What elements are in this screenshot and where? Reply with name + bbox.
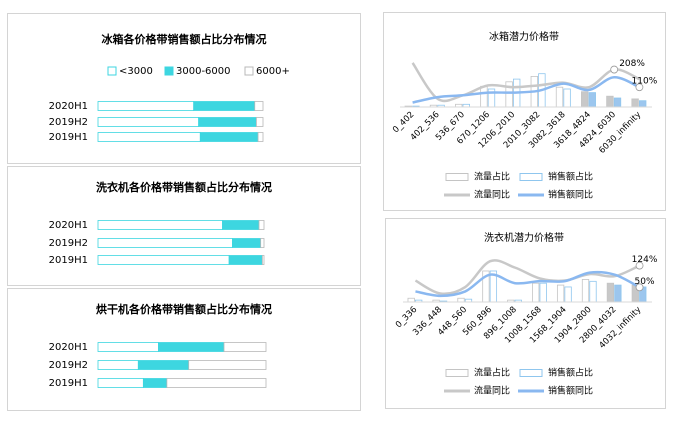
- y-tick-label: 2020H1: [49, 342, 88, 353]
- point-marker: [635, 83, 644, 92]
- point-marker: [635, 283, 644, 292]
- y-tick-label: 2019H1: [49, 132, 88, 143]
- line: [415, 270, 641, 298]
- bar: [589, 280, 597, 303]
- bar: [564, 286, 572, 303]
- legend-label: 销售额占比: [548, 367, 593, 379]
- data-label: 208%: [619, 59, 645, 69]
- bar-segment: [97, 132, 201, 142]
- chart-title: 洗衣机各价格带销售额占比分布情况: [96, 180, 272, 194]
- bar-segment: [258, 220, 265, 230]
- line: [412, 76, 640, 104]
- y-tick-label: 2019H2: [49, 238, 88, 249]
- line: [411, 62, 640, 103]
- bar: [631, 98, 639, 108]
- bar-segment: [137, 360, 190, 370]
- chart-title: 烘干机各价格带销售额占比分布情况: [96, 302, 272, 316]
- bar-segment: [223, 342, 267, 352]
- legend-label: 流量占比: [474, 367, 510, 379]
- legend-swatch: [107, 66, 117, 76]
- bar-segment: [97, 360, 139, 370]
- legend-label: 6000+: [256, 66, 290, 77]
- bar: [539, 282, 547, 303]
- bar: [606, 282, 615, 303]
- bar-segment: [97, 238, 233, 248]
- bar-segment: [222, 220, 260, 230]
- bar-segment: [199, 132, 259, 142]
- bar-segment: [261, 255, 265, 265]
- bar-segment: [97, 101, 195, 111]
- bar-segment: [193, 101, 256, 111]
- bar: [555, 86, 564, 108]
- bar-segment: [257, 132, 264, 142]
- y-tick-label: 2019H2: [49, 117, 88, 128]
- legend-swatch: [519, 369, 543, 377]
- bar-segment: [97, 220, 223, 230]
- y-tick-label: 2019H1: [49, 378, 88, 389]
- bar-segment: [142, 378, 168, 388]
- bar: [407, 297, 415, 303]
- legend-swatch: [445, 369, 469, 377]
- bar: [563, 88, 571, 108]
- bar-segment: [260, 238, 265, 248]
- bar-segment: [97, 378, 144, 388]
- bar: [480, 85, 488, 108]
- legend-swatch: [244, 66, 254, 76]
- chart-title: 冰箱潜力价格带: [489, 30, 559, 43]
- bar: [588, 92, 596, 108]
- legend-label: 销售额同比: [548, 189, 593, 201]
- data-label: 50%: [635, 277, 655, 287]
- bar: [581, 279, 590, 303]
- chart-title: 洗衣机潜力价格带: [484, 231, 564, 244]
- bar: [457, 297, 465, 303]
- bar-segment: [97, 255, 230, 265]
- bar-segment: [228, 255, 263, 265]
- data-label: 110%: [632, 77, 658, 87]
- bar: [532, 282, 540, 303]
- line: [414, 259, 641, 295]
- legend-label: 销售额同比: [548, 385, 593, 397]
- bar: [606, 95, 614, 108]
- y-tick-label: 2019H1: [49, 255, 88, 266]
- legend-label: 3000-6000: [176, 66, 231, 77]
- legend-swatch: [164, 66, 174, 76]
- bar: [581, 91, 589, 108]
- chart-title: 冰箱各价格带销售额占比分布情况: [102, 32, 267, 46]
- bar-segment: [255, 117, 264, 127]
- point-marker: [610, 65, 619, 74]
- data-label: 124%: [632, 255, 658, 265]
- legend-swatch: [519, 173, 543, 181]
- legend-label: 流量同比: [474, 189, 510, 201]
- bar-segment: [166, 378, 267, 388]
- y-tick-label: 2020H1: [49, 101, 88, 112]
- bar-segment: [97, 117, 200, 127]
- legend-label: 流量占比: [474, 171, 510, 183]
- bar-segment: [158, 342, 225, 352]
- legend-label: 流量同比: [474, 385, 510, 397]
- y-tick-label: 2020H1: [49, 220, 88, 231]
- bar-segment: [97, 342, 159, 352]
- legend-swatch: [445, 173, 469, 181]
- bar: [639, 100, 647, 108]
- bar: [614, 284, 622, 303]
- bar-segment: [254, 101, 264, 111]
- bar-segment: [232, 238, 262, 248]
- legend-label: 销售额占比: [548, 171, 593, 183]
- legend-label: <3000: [119, 66, 153, 77]
- bar: [613, 97, 622, 108]
- bar: [556, 284, 565, 303]
- bar-segment: [188, 360, 267, 370]
- y-tick-label: 2019H2: [49, 360, 88, 371]
- point-marker: [635, 261, 644, 270]
- bar-segment: [198, 117, 257, 127]
